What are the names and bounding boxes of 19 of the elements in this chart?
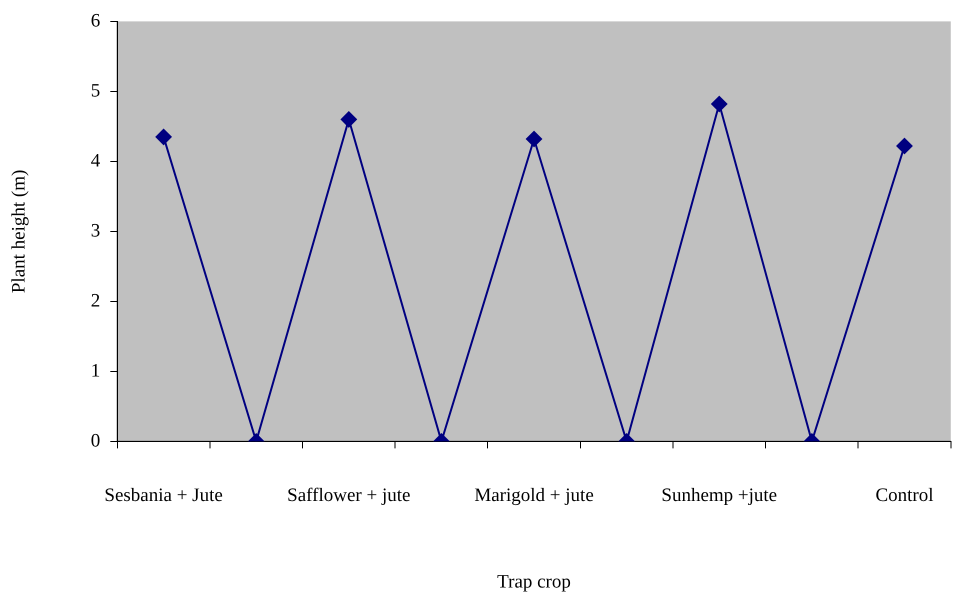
y-tick-label: 4 — [90, 150, 101, 172]
y-tick-label: 2 — [90, 290, 100, 312]
x-tick-label: Sunhemp +jute — [661, 484, 778, 506]
point — [711, 96, 728, 112]
x-axis-title: Trap crop — [497, 572, 571, 593]
y-tick-label: 3 — [90, 220, 100, 242]
y-tick-label: 6 — [90, 10, 100, 32]
point — [526, 131, 542, 147]
x-tick-label: Control — [875, 484, 934, 506]
point — [896, 138, 912, 154]
y-tick-label: 0 — [90, 430, 100, 452]
point — [340, 111, 357, 128]
y-tick-label: 5 — [90, 80, 100, 102]
x-tick-label: Sesbania + Jute — [104, 484, 223, 506]
y-axis-title: Plant height (m) — [8, 170, 30, 294]
x-tick-label: Marigold + jute — [474, 484, 594, 506]
y-tick-label: 1 — [90, 360, 100, 382]
point — [156, 128, 172, 145]
x-tick-label: Safflower + jute — [287, 484, 410, 506]
